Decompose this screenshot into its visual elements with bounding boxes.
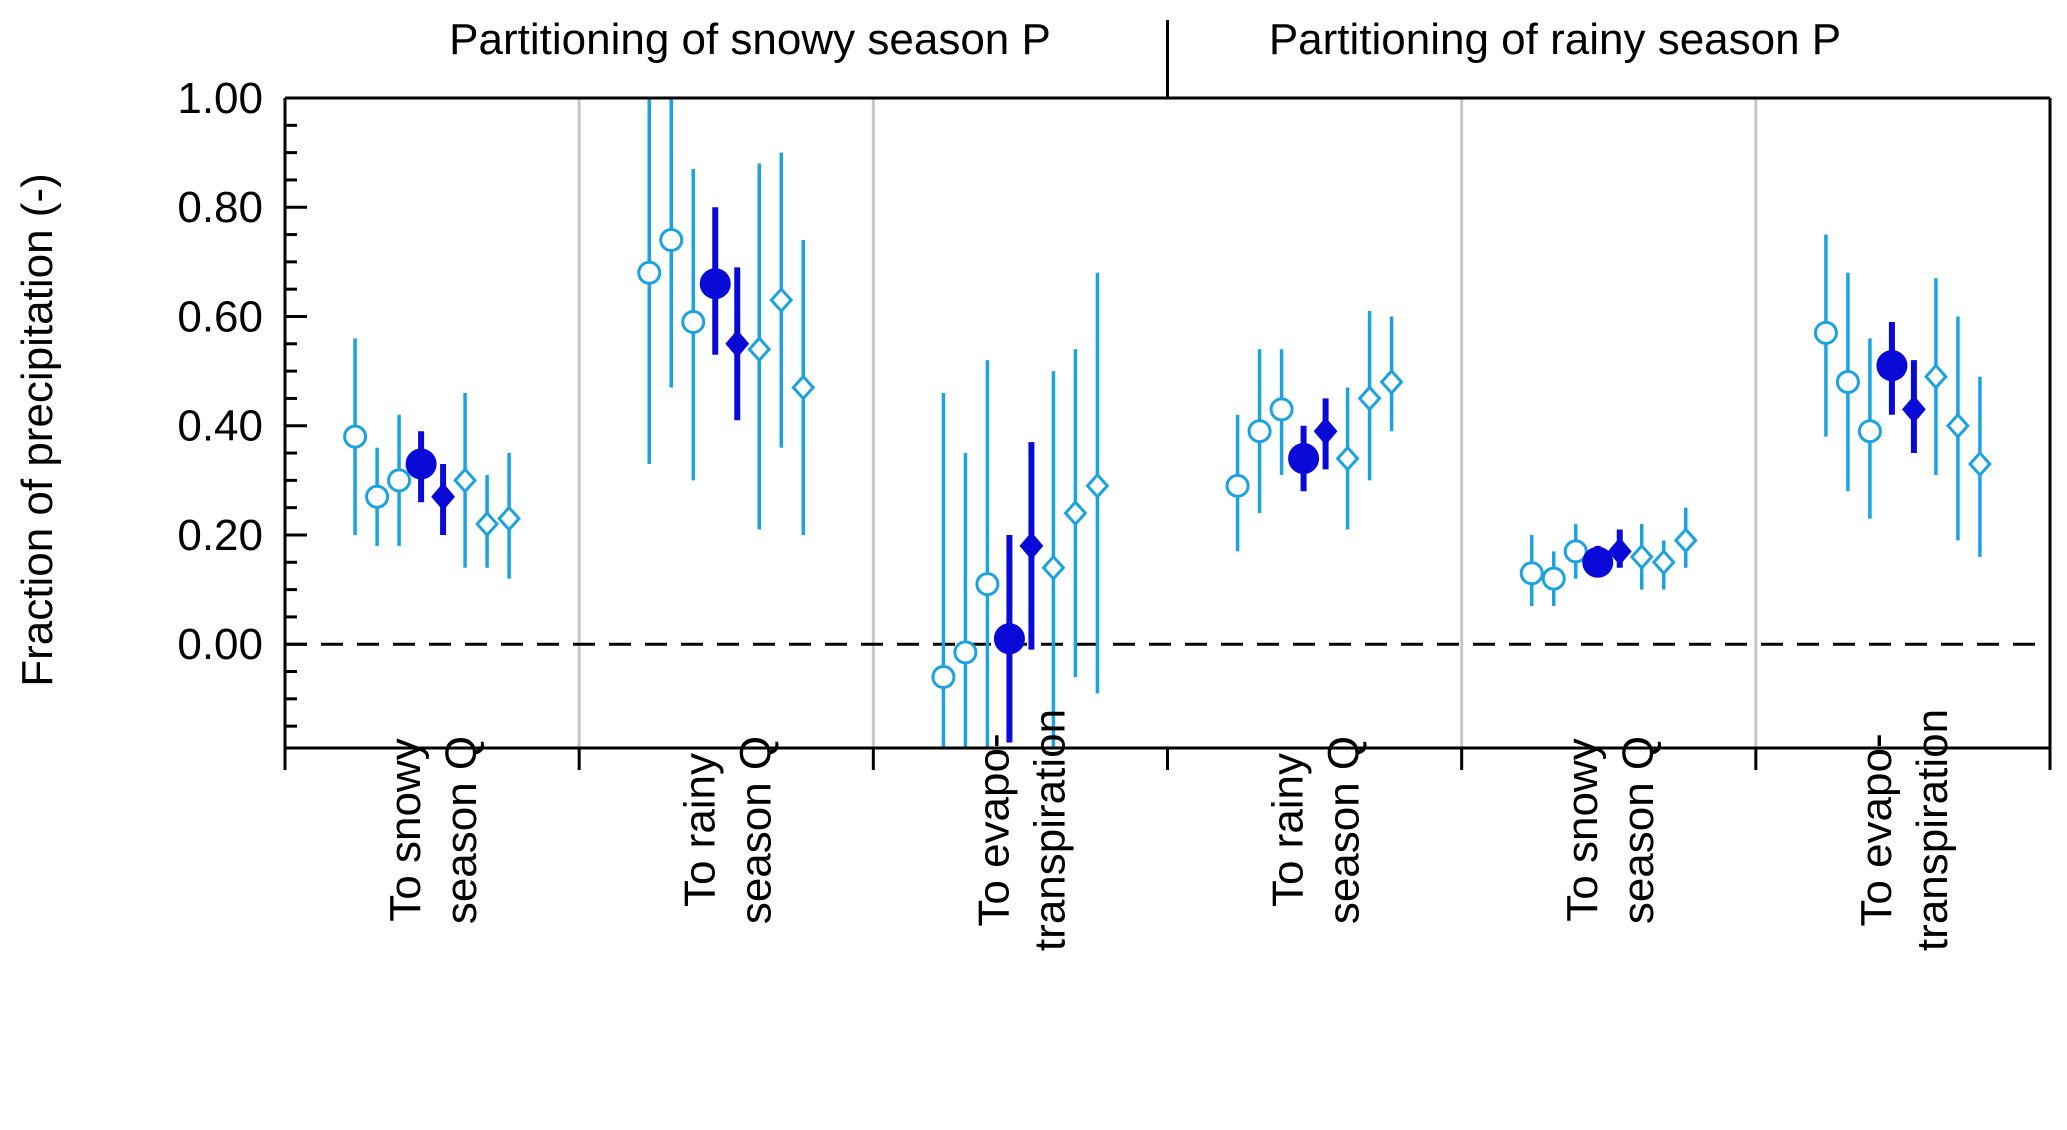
- category-label: To evapo-transpiration: [1852, 709, 1957, 951]
- category-label-line: To evapo-: [1852, 733, 1901, 926]
- filled-diamond-point: [1607, 537, 1632, 566]
- open-circle-point: [365, 484, 390, 509]
- category-label-line: season Q: [731, 736, 780, 924]
- panel-title-snowy: Partitioning of snowy season P: [449, 15, 1051, 64]
- category-label: To rainy season Q: [675, 736, 780, 924]
- filled-circle-point: [699, 268, 731, 300]
- category-label-line: transpiration: [1908, 709, 1957, 951]
- filled-diamond-point: [1019, 531, 1044, 560]
- open-diamond-point: [1379, 368, 1404, 396]
- open-diamond-point: [1673, 527, 1698, 554]
- open-diamond-point: [791, 374, 816, 401]
- filled-circle-point: [1582, 546, 1614, 578]
- filled-diamond-point: [1902, 395, 1926, 424]
- category-label-line: To snowy: [1558, 738, 1607, 921]
- filled-diamond-point: [1313, 417, 1338, 446]
- filled-diamond-point: [431, 482, 455, 511]
- filled-diamond-point: [725, 329, 750, 358]
- open-circle-point: [1269, 397, 1294, 422]
- y-tick-label: 0.40: [177, 402, 263, 451]
- category-label-line: season Q: [1614, 736, 1663, 924]
- category-labels: To snowy season Q To rainy season Q To evapo…: [381, 709, 1957, 951]
- y-tick-label: 0.80: [177, 183, 263, 232]
- data-marks: [343, 98, 1992, 748]
- y-tick-label: 0.20: [177, 511, 263, 560]
- open-diamond-point: [1357, 385, 1382, 412]
- category-label-line: season Q: [437, 736, 486, 924]
- category-label-line: To snowy: [381, 738, 430, 921]
- category-label: To evapo-transpiration: [969, 709, 1074, 951]
- open-circle-point: [343, 424, 368, 449]
- open-circle-point: [387, 468, 412, 493]
- open-diamond-point: [453, 467, 478, 494]
- open-circle-point: [1835, 370, 1860, 395]
- open-circle-point: [975, 572, 1000, 597]
- open-circle-point: [1857, 419, 1882, 444]
- open-diamond-point: [475, 510, 500, 538]
- open-diamond-point: [1629, 543, 1654, 571]
- axes: [283, 20, 2052, 770]
- category-label-line: transpiration: [1025, 709, 1074, 951]
- open-diamond-point: [1945, 412, 1970, 439]
- y-tick-label: 0.00: [177, 620, 263, 669]
- y-tick-label: 0.60: [177, 292, 263, 341]
- open-circle-point: [1247, 419, 1272, 444]
- open-diamond-point: [1063, 499, 1088, 527]
- open-circle-point: [659, 228, 684, 253]
- open-circle-point: [931, 664, 956, 689]
- category-label-line: To rainy: [675, 753, 724, 907]
- y-tick-label: 1.00: [177, 74, 263, 123]
- open-circle-point: [1813, 320, 1838, 345]
- open-circle-point: [1519, 561, 1544, 586]
- open-circle-point: [1541, 566, 1566, 591]
- open-circle-point: [953, 640, 978, 665]
- category-separators: [577, 98, 1758, 748]
- category-label: To snowy season Q: [381, 736, 486, 924]
- open-circle-point: [637, 260, 662, 285]
- category-label: To snowy season Q: [1558, 736, 1663, 924]
- open-diamond-point: [1651, 549, 1676, 576]
- category-label-line: season Q: [1320, 736, 1369, 924]
- open-diamond-point: [497, 505, 522, 532]
- open-diamond-point: [1967, 450, 1992, 478]
- open-diamond-point: [1085, 472, 1110, 500]
- y-axis-label: Fraction of precipitation (-): [13, 173, 62, 687]
- filled-circle-point: [1876, 350, 1908, 382]
- category-label-line: To evapo-: [969, 733, 1018, 926]
- open-diamond-point: [1335, 445, 1360, 472]
- y-axis-ticks: 0.00 0.20 0.40 0.60 0.80 1.00: [177, 74, 307, 728]
- open-diamond-point: [769, 286, 794, 314]
- category-label: To rainy season Q: [1264, 736, 1369, 924]
- open-diamond-point: [747, 336, 772, 363]
- open-circle-point: [1563, 539, 1588, 564]
- open-diamond-point: [1923, 363, 1948, 390]
- open-circle-point: [1225, 473, 1250, 498]
- filled-circle-point: [1288, 443, 1320, 475]
- open-diamond-point: [1041, 554, 1066, 581]
- filled-circle-point: [405, 448, 437, 480]
- panel-title-rainy: Partitioning of rainy season P: [1269, 15, 1841, 64]
- category-label-line: To rainy: [1264, 753, 1313, 907]
- open-circle-point: [681, 309, 706, 334]
- filled-circle-point: [993, 623, 1025, 655]
